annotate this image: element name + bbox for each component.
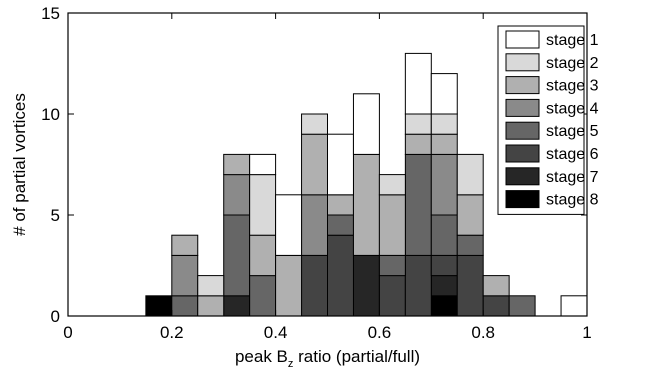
- legend-label-stage-7: stage 7: [546, 169, 599, 186]
- bar-segment-stage-4: [301, 194, 328, 256]
- bar-segment-stage-6: [301, 254, 328, 317]
- bar-segment-stage-5: [456, 234, 484, 256]
- legend-swatch-stage-2: [505, 53, 540, 72]
- x-axis-label-main: peak B: [235, 347, 288, 366]
- bar-segment-stage-6: [327, 234, 354, 317]
- bar-segment-stage-1: [430, 73, 458, 115]
- y-tick-label: 10: [41, 105, 60, 124]
- bar-segment-stage-1: [352, 93, 380, 155]
- legend: stage 1 stage 2 stage 3 stage 4 stage 5 stage…: [497, 25, 599, 215]
- bar-segment-stage-1: [560, 295, 588, 317]
- bar-segment-stage-2: [404, 113, 432, 135]
- bar-segment-stage-3: [430, 133, 458, 155]
- legend-label-stage-5: stage 5: [546, 123, 599, 140]
- legend-swatch-stage-7: [505, 167, 540, 186]
- bar-segment-stage-3: [197, 295, 225, 317]
- bar-segment-stage-4: [171, 254, 199, 297]
- x-axis-label-rest: ratio (partial/full): [293, 347, 420, 366]
- bar-segment-stage-1: [327, 133, 354, 196]
- bar-segment-stage-6: [378, 275, 406, 317]
- bar-segment-stage-7: [430, 275, 458, 297]
- x-axis-label: peak Bz ratio (partial/full): [235, 347, 420, 370]
- bar-segment-stage-5: [378, 254, 406, 277]
- bar-segment-stage-1: [404, 52, 432, 115]
- legend-swatch-stage-8: [505, 190, 540, 209]
- bar-segment-stage-8: [430, 295, 458, 317]
- bar-segment-stage-6: [456, 254, 484, 317]
- bar-segment-stage-2: [378, 174, 406, 196]
- x-tick-label: 0.4: [264, 323, 288, 342]
- bar-segment-stage-2: [430, 113, 458, 135]
- bar-segment-stage-2: [249, 174, 277, 236]
- bar-segment-stage-8: [145, 295, 173, 317]
- bar-segment-stage-3: [456, 194, 484, 236]
- legend-label-stage-4: stage 4: [546, 100, 599, 117]
- bar-segment-stage-5: [327, 214, 354, 236]
- bar-segment-stage-6: [404, 254, 432, 317]
- x-tick-label: 0.8: [471, 323, 495, 342]
- bar-segment-stage-3: [171, 234, 199, 256]
- bar-segment-stage-2: [301, 113, 328, 135]
- bar-segment-stage-3: [223, 153, 251, 176]
- legend-label-stage-6: stage 6: [546, 146, 599, 163]
- legend-swatch-stage-3: [505, 76, 540, 95]
- bar-segment-stage-1: [249, 153, 277, 176]
- bar-segment-stage-3: [275, 254, 303, 317]
- bar-segment-stage-4: [430, 153, 458, 216]
- bar-segment-stage-2: [456, 153, 484, 196]
- bar-segment-stage-6: [430, 254, 458, 277]
- y-tick-label: 15: [41, 4, 60, 23]
- bar-segment-stage-6: [482, 295, 510, 317]
- y-tick-label: 0: [51, 307, 60, 326]
- bars-group: [145, 52, 588, 317]
- bar-segment-stage-7: [352, 254, 380, 317]
- bar-segment-stage-4: [223, 174, 251, 216]
- x-axis-label-subscript: z: [288, 358, 294, 370]
- legend-swatch-stage-4: [505, 98, 540, 117]
- bar-segment-stage-1: [275, 194, 303, 256]
- bar-segment-stage-5: [404, 153, 432, 256]
- bar-segment-stage-5: [171, 295, 199, 317]
- y-tick-label: 5: [51, 206, 60, 225]
- legend-label-stage-2: stage 2: [546, 55, 599, 72]
- bar-segment-stage-3: [249, 234, 277, 277]
- legend-label-stage-1: stage 1: [546, 32, 599, 49]
- bar-segment-stage-2: [197, 275, 225, 297]
- bar-segment-stage-3: [352, 153, 380, 256]
- legend-swatch-stage-6: [505, 144, 540, 163]
- legend-swatch-stage-1: [505, 30, 540, 49]
- legend-swatch-stage-5: [505, 121, 540, 140]
- bar-segment-stage-5: [430, 214, 458, 256]
- bar-segment-stage-3: [378, 194, 406, 256]
- x-tick-label: 1: [582, 323, 591, 342]
- legend-label-stage-3: stage 3: [546, 78, 599, 95]
- bar-segment-stage-5: [223, 214, 251, 297]
- y-axis-label: # of partial vortices: [10, 93, 29, 236]
- bar-segment-stage-5: [249, 275, 277, 317]
- bar-segment-stage-3: [327, 194, 354, 216]
- bar-segment-stage-3: [301, 133, 328, 196]
- bar-segment-stage-5: [508, 295, 536, 317]
- plot-area-frame: [67, 12, 588, 317]
- x-tick-label: 0.6: [368, 323, 392, 342]
- bar-segment-stage-3: [482, 275, 510, 297]
- legend-label-stage-8: stage 8: [546, 192, 599, 209]
- bar-segment-stage-7: [223, 295, 251, 317]
- x-tick-label: 0.2: [160, 323, 184, 342]
- x-tick-label: 0: [63, 323, 72, 342]
- bar-segment-stage-3: [404, 133, 432, 155]
